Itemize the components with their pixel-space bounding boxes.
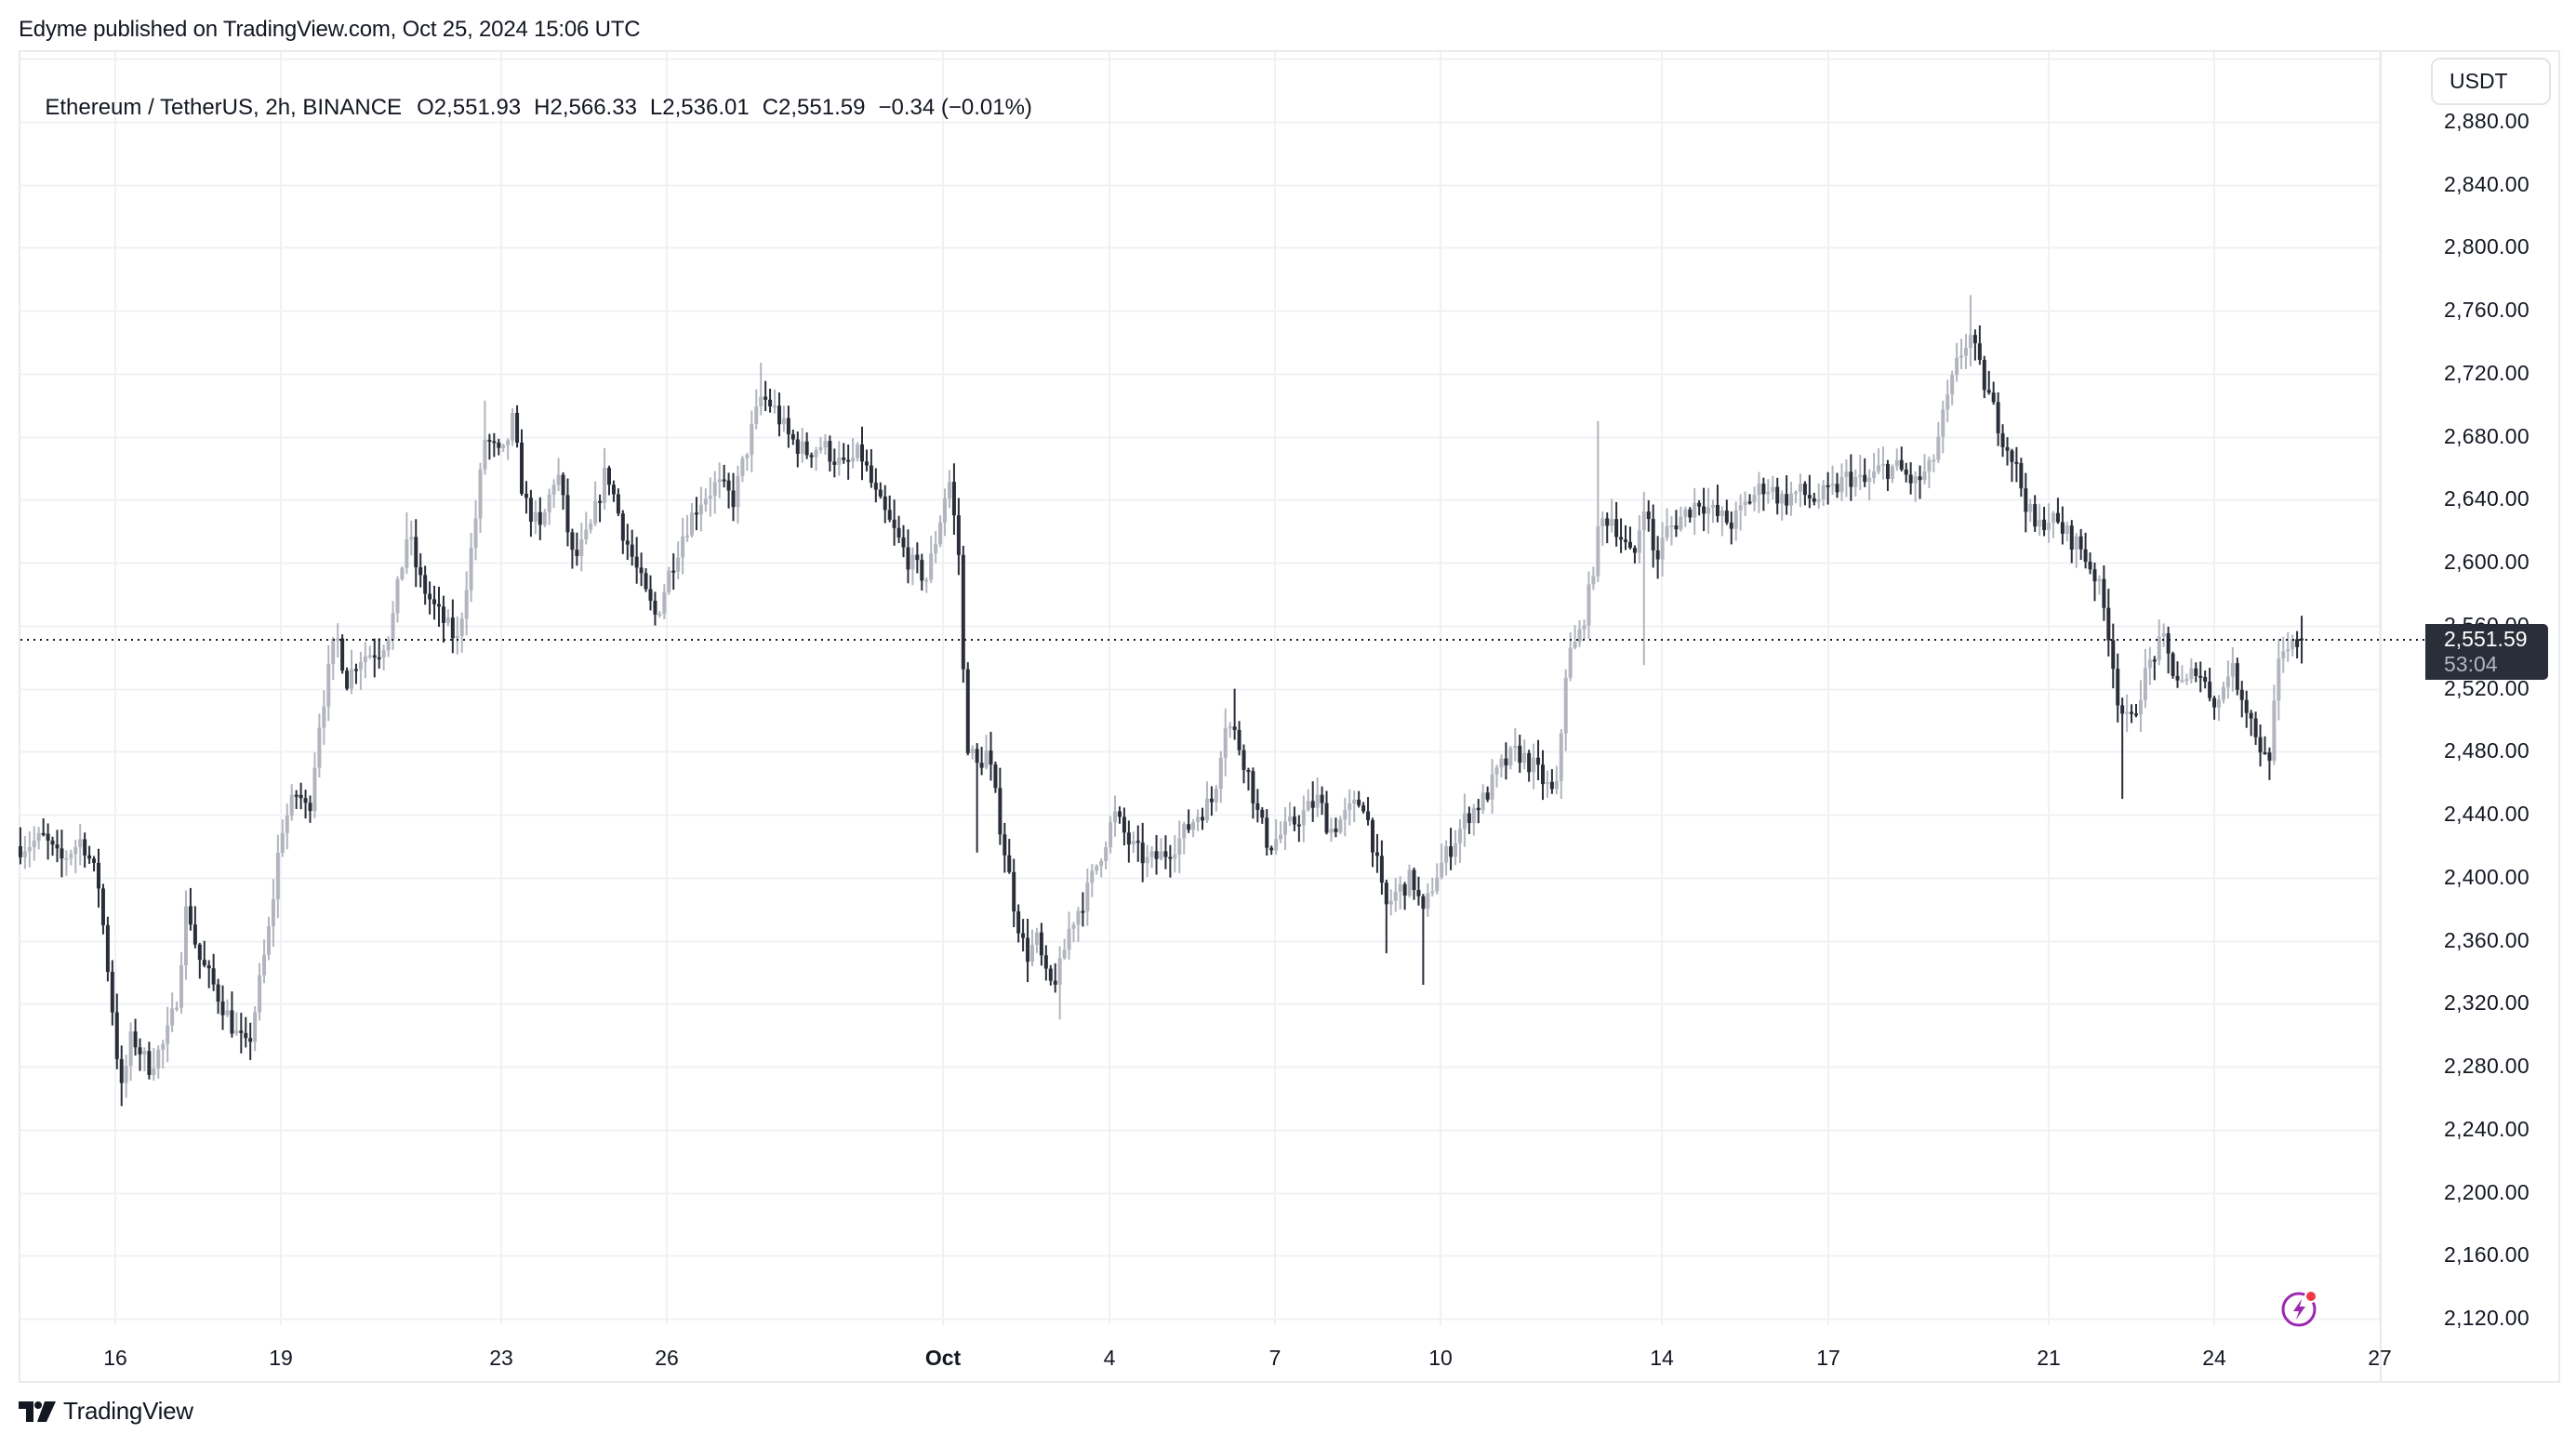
- time-axis-label: 27: [2368, 1346, 2392, 1370]
- currency-selector-button[interactable]: USDT: [2431, 58, 2551, 105]
- time-axis-label: 17: [1816, 1346, 1840, 1370]
- price-axis-label: 2,280.00: [2444, 1054, 2530, 1079]
- legend-change: −0.34 (−0.01%): [878, 95, 1032, 120]
- legend-close: C2,551.59: [762, 95, 866, 120]
- chart-frame: [19, 50, 2560, 1383]
- time-axis-label: 23: [489, 1346, 513, 1370]
- time-axis-label: 26: [655, 1346, 679, 1370]
- time-axis-label: 10: [1428, 1346, 1453, 1370]
- tradingview-logo[interactable]: TradingView: [19, 1397, 193, 1426]
- time-axis-label: 14: [1650, 1346, 1674, 1370]
- legend-high: H2,566.33: [534, 95, 637, 120]
- price-axis-label: 2,360.00: [2444, 927, 2530, 952]
- price-axis-label: 2,480.00: [2444, 738, 2530, 763]
- price-axis-label: 2,800.00: [2444, 234, 2530, 259]
- brand-name: TradingView: [63, 1397, 193, 1425]
- candles: [18, 295, 2304, 1107]
- grid-lines: [20, 52, 2382, 1381]
- price-axis-label: 2,880.00: [2444, 109, 2530, 133]
- legend-low: L2,536.01: [649, 95, 750, 120]
- time-axis-label: 24: [2202, 1346, 2226, 1370]
- price-axis-label: 2,320.00: [2444, 990, 2530, 1016]
- price-axis-label: 2,600.00: [2444, 550, 2530, 575]
- time-axis-label: 16: [103, 1346, 127, 1370]
- price-axis-label: 2,240.00: [2444, 1116, 2530, 1141]
- published-header: Edyme published on TradingView.com, Oct …: [19, 17, 641, 42]
- last-price-tag: 2,551.59 53:04: [2425, 624, 2548, 680]
- lightning-bolt-icon[interactable]: [2280, 1287, 2321, 1328]
- price-axis-label: 2,160.00: [2444, 1242, 2530, 1268]
- legend-open: O2,551.93: [417, 95, 522, 120]
- price-axis-label: 2,640.00: [2444, 486, 2530, 511]
- time-axis-label: Oct: [924, 1346, 962, 1370]
- price-axis-label: 2,200.00: [2444, 1179, 2530, 1204]
- price-axis-label: 2,440.00: [2444, 802, 2530, 827]
- price-axis-label: 2,720.00: [2444, 360, 2530, 385]
- time-axis-label: 21: [2037, 1346, 2061, 1370]
- last-price-value: 2,551.59: [2444, 627, 2528, 651]
- price-axis-label: 2,760.00: [2444, 298, 2530, 323]
- symbol-legend[interactable]: Ethereum / TetherUS, 2h, BINANCE O2,551.9…: [33, 69, 1045, 121]
- symbol-title[interactable]: Ethereum / TetherUS, 2h, BINANCE: [45, 95, 403, 120]
- bar-countdown: 53:04: [2444, 652, 2498, 676]
- price-axis-label: 2,400.00: [2444, 864, 2530, 889]
- price-axis-label: 2,120.00: [2444, 1306, 2530, 1330]
- time-axis-label: 19: [269, 1346, 293, 1370]
- price-axis-label: 2,840.00: [2444, 171, 2530, 196]
- price-axis-label: 2,680.00: [2444, 423, 2530, 448]
- tradingview-logo-icon: [19, 1401, 56, 1422]
- time-axis-label: 4: [1103, 1346, 1116, 1370]
- time-axis-label: 7: [1268, 1346, 1281, 1370]
